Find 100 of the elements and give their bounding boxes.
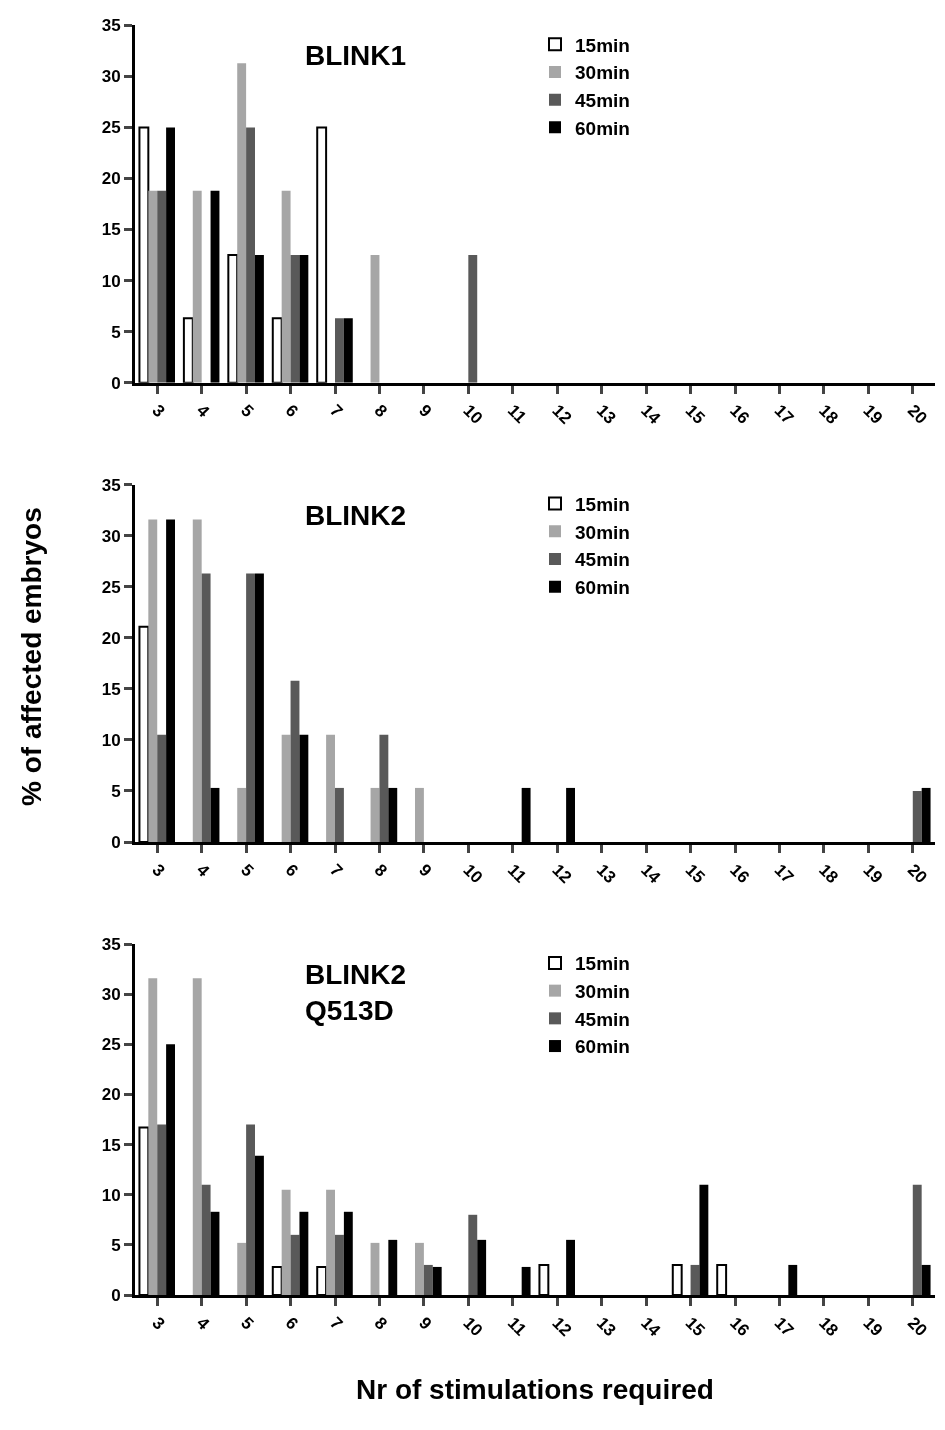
bar <box>335 318 344 383</box>
legend-label: 60min <box>575 1036 630 1058</box>
legend-label: 15min <box>575 494 630 515</box>
legend-label: 15min <box>575 953 630 975</box>
y-tick-label: 20 <box>101 169 121 189</box>
legend-label: 30min <box>575 981 630 1003</box>
text: BLINK2 Q513D <box>305 959 407 1027</box>
x-tick-label: 13 <box>592 1313 620 1341</box>
x-tick-label: 4 <box>192 400 214 422</box>
y-tick-label: 10 <box>101 730 121 750</box>
bar <box>192 190 202 383</box>
x-tick-label: 15 <box>681 1313 709 1341</box>
x-tick-label: 12 <box>548 400 576 428</box>
x-tick-label: 3 <box>148 860 169 881</box>
bar <box>246 573 255 843</box>
legend-label: 15min <box>575 34 630 56</box>
bar <box>423 1264 433 1295</box>
x-tick-label: 12 <box>548 1313 576 1341</box>
x-tick-label: 5 <box>237 400 258 422</box>
x-tick-label: 11 <box>503 1313 531 1340</box>
x-tick-label: 16 <box>726 1313 753 1341</box>
bar <box>468 1214 478 1295</box>
x-tick-label: 16 <box>726 400 753 428</box>
x-tick-label: 15 <box>681 400 709 428</box>
y-tick-label: 25 <box>101 118 121 138</box>
y-tick-label: 20 <box>101 628 121 648</box>
bar <box>468 255 478 383</box>
bar <box>192 978 202 1295</box>
y-tick-label: 0 <box>111 373 121 393</box>
y-tick-label: 15 <box>101 1135 121 1155</box>
legend-label: 30min <box>575 521 630 543</box>
x-tick-label: 13 <box>592 400 620 428</box>
bar <box>335 787 344 843</box>
y-tick-label: 0 <box>111 1285 121 1305</box>
y-tick-label: 5 <box>111 1235 121 1255</box>
bar <box>326 734 335 843</box>
x-tick-label: 11 <box>503 860 531 887</box>
bar <box>912 790 922 843</box>
bar <box>281 190 291 383</box>
x-tick-label: 9 <box>415 1313 436 1334</box>
x-tick-label: 14 <box>637 860 665 888</box>
y-tick-label: 25 <box>101 577 121 597</box>
x-tick-label: 19 <box>859 860 887 888</box>
y-tick-label: 10 <box>101 1185 121 1205</box>
bar <box>290 1234 300 1295</box>
x-axis-title: Nr of stimulations required <box>356 1374 714 1405</box>
bar <box>415 787 424 843</box>
x-tick-label: 10 <box>459 860 487 888</box>
bar <box>281 734 291 843</box>
y-tick-label: 35 <box>101 16 121 36</box>
bar <box>246 127 255 383</box>
bar <box>237 63 247 383</box>
x-tick-label: 3 <box>148 400 169 422</box>
bar <box>246 1124 255 1295</box>
y-tick-label: 35 <box>101 935 121 955</box>
x-tick-label: 9 <box>415 400 436 422</box>
legend-label: 45min <box>575 90 630 112</box>
x-tick-label: 8 <box>370 860 391 881</box>
bar <box>237 1242 247 1295</box>
x-tick-label: 16 <box>726 860 753 888</box>
x-tick-label: 18 <box>815 1313 842 1341</box>
bar <box>157 1124 167 1295</box>
x-tick-label: 14 <box>637 400 665 429</box>
bar <box>415 1242 424 1295</box>
x-tick-label: 9 <box>415 860 436 881</box>
x-tick-label: 6 <box>281 1313 302 1334</box>
y-tick-label: 30 <box>101 985 121 1005</box>
bar <box>370 255 380 383</box>
x-tick-label: 8 <box>370 400 391 422</box>
x-tick-label: 17 <box>770 1313 798 1341</box>
y-axis-title: % of affected embryos <box>16 507 47 806</box>
x-tick-label: 7 <box>326 1313 347 1334</box>
y-tick-label: 5 <box>111 322 121 342</box>
y-tick-label: 15 <box>101 679 121 699</box>
y-tick-label: 10 <box>101 271 121 291</box>
bar <box>370 787 380 843</box>
x-tick-label: 18 <box>815 400 842 428</box>
y-tick-label: 35 <box>101 475 121 495</box>
bar <box>148 978 158 1295</box>
x-tick-label: 17 <box>770 860 798 888</box>
text: BLINK1 <box>305 40 407 71</box>
x-tick-label: 10 <box>459 400 487 428</box>
y-tick-label: 30 <box>101 526 121 546</box>
x-tick-label: 12 <box>548 860 576 888</box>
bar <box>281 1189 291 1295</box>
x-tick-label: 8 <box>370 1313 391 1334</box>
x-tick-label: 3 <box>148 1313 169 1334</box>
y-tick-label: 15 <box>101 220 121 240</box>
legend-label: 60min <box>575 577 630 599</box>
x-tick-label: 7 <box>326 860 347 881</box>
x-tick-label: 4 <box>192 860 214 881</box>
y-tick-label: 5 <box>111 781 121 801</box>
bar <box>290 255 300 383</box>
bar <box>192 519 202 843</box>
y-tick-label: 20 <box>101 1085 121 1105</box>
bar <box>912 1184 922 1295</box>
x-tick-label: 20 <box>903 860 931 888</box>
legend-label: 45min <box>575 549 630 571</box>
x-tick-label: 11 <box>503 400 531 428</box>
bar <box>148 519 158 843</box>
